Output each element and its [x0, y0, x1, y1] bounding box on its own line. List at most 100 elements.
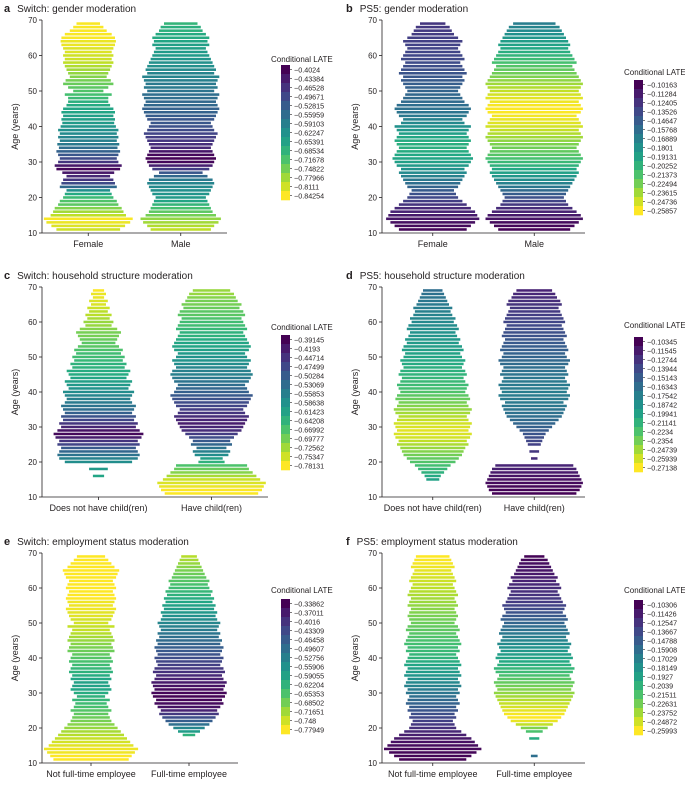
bar: [390, 221, 476, 224]
bar: [398, 439, 467, 443]
bar: [58, 146, 118, 150]
bar: [509, 306, 559, 310]
legend-swatch: [281, 407, 290, 417]
bar: [505, 317, 564, 320]
bar: [499, 674, 570, 677]
legend-swatch: [634, 206, 643, 216]
x-tick-label: Male: [524, 239, 544, 249]
bar: [491, 210, 577, 213]
bar: [497, 688, 572, 691]
legend-swatch: [281, 335, 290, 345]
bar: [398, 415, 467, 418]
legend-swatch: [281, 344, 290, 354]
bar: [63, 178, 114, 182]
bar: [156, 639, 222, 642]
bar: [394, 754, 472, 758]
bar: [179, 331, 244, 334]
bar: [426, 478, 440, 481]
bar: [513, 422, 556, 425]
bar: [63, 54, 114, 57]
legend-value: −0.52756: [294, 653, 324, 662]
bar: [409, 716, 457, 719]
bar: [177, 313, 246, 317]
bar: [405, 649, 460, 653]
bar: [503, 408, 566, 411]
bar: [68, 100, 109, 103]
bar: [63, 107, 114, 111]
bar: [401, 57, 465, 61]
bar: [147, 128, 215, 132]
bar: [491, 174, 577, 178]
bar: [396, 150, 469, 153]
bar: [409, 600, 457, 604]
bar: [152, 167, 210, 171]
bar: [63, 82, 114, 86]
legend-value: −0.39145: [294, 335, 324, 344]
bar: [504, 32, 564, 36]
bar: [170, 373, 253, 376]
bar: [411, 32, 454, 36]
bar: [68, 72, 109, 75]
bar: [67, 583, 115, 586]
legend-value: −0.52815: [294, 101, 324, 110]
bar: [174, 467, 249, 471]
bar: [59, 199, 117, 203]
y-tick-label: 70: [368, 16, 377, 25]
y-axis-label: Age (years): [350, 369, 360, 416]
legend-value: −0.1801: [647, 143, 673, 152]
series-full-time-employee: [493, 555, 575, 758]
bar: [56, 167, 121, 171]
bar: [498, 43, 571, 47]
bar: [159, 712, 219, 716]
bar: [64, 192, 112, 196]
bar: [192, 450, 231, 453]
bar: [170, 394, 253, 397]
bar: [409, 695, 457, 698]
bar: [405, 182, 461, 185]
bar: [412, 719, 453, 723]
bar: [394, 153, 471, 157]
bar: [153, 40, 208, 43]
bar: [150, 189, 211, 192]
bar: [67, 625, 115, 628]
legend-swatch: [634, 645, 643, 655]
bar: [397, 404, 469, 408]
bar: [404, 674, 462, 677]
legend: Conditional LATE−0.33862−0.37011−0.4016−…: [271, 586, 333, 735]
bar: [160, 628, 218, 632]
bar: [505, 600, 563, 604]
bar: [59, 157, 117, 160]
bar: [174, 415, 249, 418]
bar: [410, 607, 455, 611]
y-tick-label: 50: [28, 619, 37, 628]
bar: [150, 121, 211, 125]
bar: [91, 303, 106, 306]
bar: [405, 61, 461, 64]
bar: [174, 348, 249, 352]
bar: [404, 663, 462, 667]
bar: [531, 457, 538, 460]
y-axis-label: Age (years): [350, 635, 360, 682]
bar: [415, 25, 450, 29]
bar: [397, 443, 469, 446]
bar: [70, 632, 112, 635]
bar: [48, 744, 134, 747]
y-axis-label: Age (years): [10, 369, 20, 416]
legend-swatch: [634, 699, 643, 709]
bar: [506, 324, 562, 327]
legend: Conditional LATE −0.10345−0.11545−0.12744…: [624, 321, 685, 473]
y-tick-label: 30: [28, 689, 37, 698]
bar: [485, 125, 583, 128]
bar: [176, 565, 202, 569]
y-axis-label: Age (years): [350, 103, 360, 150]
bar: [51, 224, 126, 228]
bar: [63, 61, 114, 64]
bar: [510, 719, 558, 723]
bar: [501, 369, 567, 373]
bar: [495, 695, 573, 698]
bar: [155, 32, 206, 36]
bar: [396, 164, 469, 167]
panel-e: e Switch: employment status moderation 10 2…: [4, 536, 333, 779]
bar: [407, 646, 458, 649]
bar: [154, 667, 224, 670]
